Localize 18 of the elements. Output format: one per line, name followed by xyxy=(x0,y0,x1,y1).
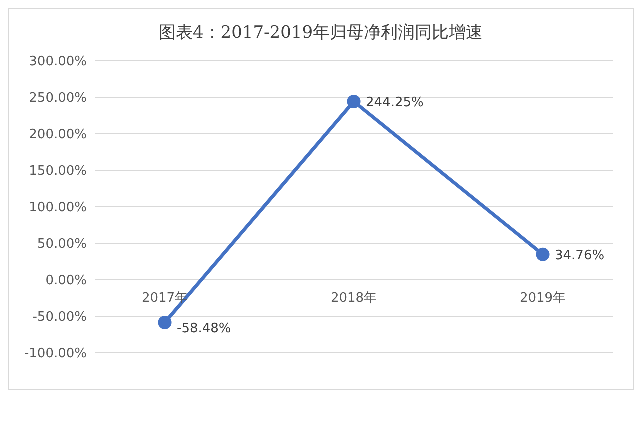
x-tick-label: 2018年 xyxy=(330,291,378,306)
data-label: 34.76% xyxy=(555,248,605,264)
data-label: 244.25% xyxy=(366,96,424,111)
point xyxy=(158,316,172,330)
chart-title: 图表4：2017-2019年归母净利润同比增速 xyxy=(158,22,484,44)
y-tick-label: -50.00% xyxy=(32,310,87,326)
y-tick-label: 100.00% xyxy=(29,200,87,216)
point xyxy=(347,94,361,108)
point xyxy=(536,248,550,262)
y-tick-label: 200.00% xyxy=(29,128,87,143)
y-tick-label: -100.00% xyxy=(24,346,87,362)
y-tick-label: 0.00% xyxy=(46,274,87,289)
y-tick-label: 150.00% xyxy=(29,164,87,180)
x-tick-label: 2019年 xyxy=(520,291,566,306)
y-tick-label: 50.00% xyxy=(37,237,87,252)
y-tick-label: 300.00% xyxy=(29,54,87,70)
y-tick-label: 250.00% xyxy=(29,91,87,106)
data-label: -58.48% xyxy=(177,322,232,337)
